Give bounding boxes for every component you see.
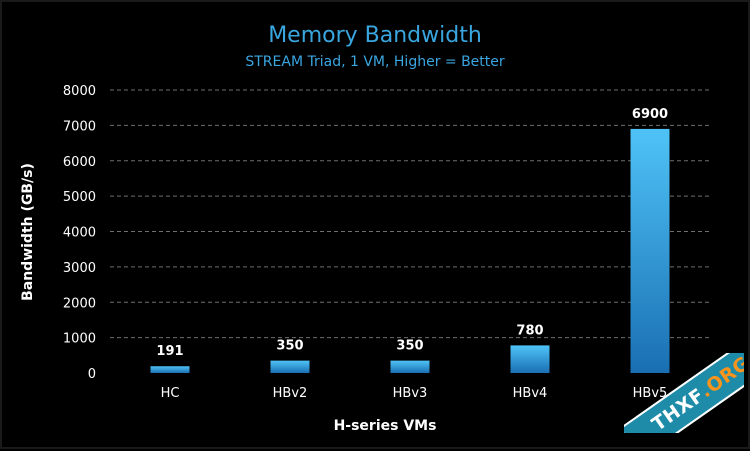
y-tick-label: 8000	[63, 84, 96, 99]
bar-hc	[150, 366, 190, 373]
data-label-hc: 191	[156, 344, 183, 359]
data-label-hbv4: 780	[516, 323, 543, 338]
x-tick-label-hbv4: HBv4	[513, 386, 548, 401]
y-tick-label: 4000	[63, 226, 96, 241]
data-labels: 191 350 350 780 6900	[156, 107, 668, 359]
y-tick-label: 3000	[63, 261, 96, 276]
y-tick-label: 2000	[63, 296, 96, 311]
chart-title: Memory Bandwidth	[268, 23, 482, 48]
x-tick-label-hc: HC	[161, 386, 180, 401]
watermark-logo: THXF .ORG	[624, 353, 744, 433]
x-tick-label-hbv5: HBv5	[633, 386, 668, 401]
y-tick-label: 0	[88, 367, 96, 382]
bar-hbv3	[390, 360, 430, 373]
data-label-hbv3: 350	[396, 339, 423, 354]
gridlines	[110, 89, 710, 339]
data-label-hbv2: 350	[276, 339, 303, 354]
watermark-text: THXF	[647, 384, 709, 433]
bar-hbv4	[510, 345, 550, 373]
bar-hbv2	[270, 360, 310, 373]
y-tick-label: 5000	[63, 190, 96, 205]
x-tick-label-hbv3: HBv3	[393, 386, 428, 401]
watermark-ribbon: THXF .ORG	[624, 353, 744, 433]
data-label-hbv5: 6900	[632, 107, 668, 122]
y-axis-ticks: 0 1000 2000 3000 4000 5000 6000 7000 8000	[63, 84, 96, 382]
x-tick-label-hbv2: HBv2	[273, 386, 308, 401]
watermark-suffix: .ORG	[695, 353, 744, 403]
y-tick-label: 1000	[63, 332, 96, 347]
x-axis-ticks: HC HBv2 HBv3 HBv4 HBv5	[161, 386, 668, 401]
y-tick-label: 7000	[63, 119, 96, 134]
x-axis-title: H-series VMs	[334, 418, 437, 434]
y-axis-title: Bandwidth (GB/s)	[20, 163, 36, 301]
chart-subtitle: STREAM Triad, 1 VM, Higher = Better	[245, 54, 505, 70]
y-tick-label: 6000	[63, 155, 96, 170]
bars	[150, 128, 670, 373]
bar-hbv5	[630, 128, 670, 373]
